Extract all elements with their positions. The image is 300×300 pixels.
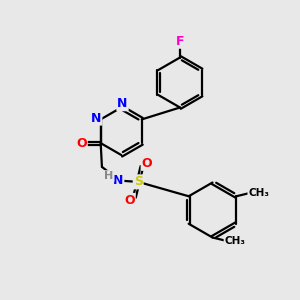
Text: F: F xyxy=(176,35,184,48)
Text: CH₃: CH₃ xyxy=(248,188,269,197)
Text: N: N xyxy=(117,97,128,110)
Text: H: H xyxy=(104,171,114,181)
Text: O: O xyxy=(142,157,152,170)
Text: N: N xyxy=(91,112,101,124)
Text: O: O xyxy=(124,194,135,207)
Text: O: O xyxy=(76,136,87,150)
Text: N: N xyxy=(113,174,123,187)
Text: CH₃: CH₃ xyxy=(224,236,245,246)
Text: S: S xyxy=(134,176,143,188)
